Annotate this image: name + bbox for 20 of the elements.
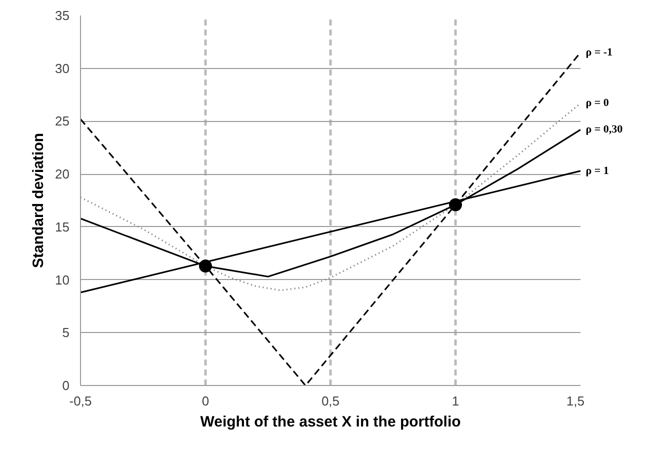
series-label: ρ = -1: [586, 46, 613, 58]
x-tick-label: 1,5: [566, 394, 585, 408]
y-tick-label: 30: [55, 60, 70, 76]
y-tick-label: 5: [62, 325, 70, 340]
x-tick-label: 0: [202, 394, 210, 408]
y-tick-label: 0: [62, 378, 70, 393]
x-tick-label: 1: [452, 394, 460, 408]
series-label: ρ = 1: [586, 164, 609, 177]
y-tick-label: 15: [55, 219, 70, 234]
line-series: [80, 102, 580, 292]
y-tick-label: 10: [55, 272, 70, 288]
x-tick-label: 0,5: [321, 394, 340, 408]
y-tick-label: 25: [55, 114, 70, 129]
x-axis-title: Weight of the asset X in the portfolio: [200, 414, 461, 430]
y-tick-label: 20: [55, 166, 70, 182]
y-axis-title: Standard deviation: [30, 132, 48, 268]
y-tick-label: 35: [55, 8, 70, 23]
series-label: ρ = 0: [586, 97, 610, 110]
x-tick-label: -0,5: [69, 394, 92, 408]
series-label: ρ = 0,30: [586, 124, 624, 136]
